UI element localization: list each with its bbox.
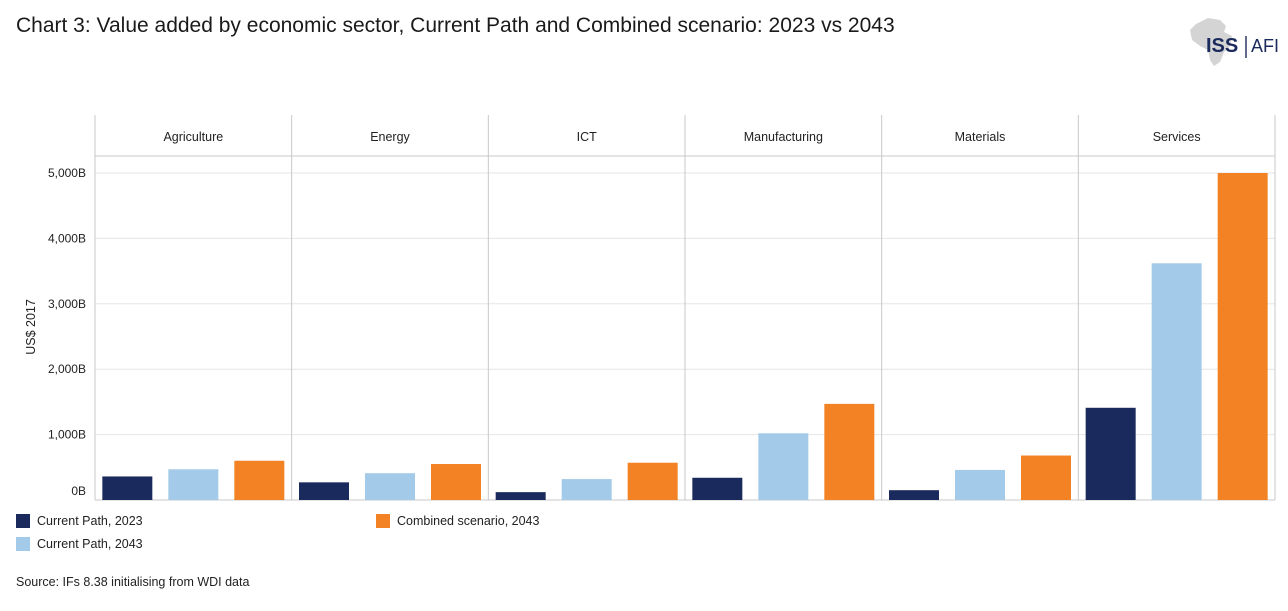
legend-label-current-2023: Current Path, 2023 — [37, 514, 143, 528]
bar-agriculture-series-2 — [234, 460, 285, 500]
bar-services-series-0 — [1085, 407, 1136, 500]
category-header-services: Services — [1153, 130, 1201, 144]
legend-item-current-2043: Current Path, 2043 — [16, 537, 143, 551]
y-tick-label: 1,000B — [48, 428, 86, 442]
y-tick-label: 2,000B — [48, 362, 86, 376]
legend-swatch-current-2043 — [16, 537, 30, 551]
bar-materials-series-0 — [889, 490, 939, 500]
bar-materials-series-2 — [1021, 455, 1071, 500]
legend-item-current-2023: Current Path, 2023 — [16, 514, 143, 528]
legend-swatch-combined-2043 — [376, 514, 390, 528]
bar-manufacturing-series-2 — [824, 403, 875, 500]
bar-services-series-1 — [1151, 263, 1202, 500]
legend-swatch-current-2023 — [16, 514, 30, 528]
category-header-ict: ICT — [577, 130, 598, 144]
bar-services-series-2 — [1217, 173, 1268, 500]
bar-manufacturing-series-0 — [692, 477, 743, 500]
legend-label-combined-2043: Combined scenario, 2043 — [397, 514, 540, 528]
y-axis-label: US$ 2017 — [24, 299, 38, 355]
bar-energy-series-2 — [431, 464, 481, 500]
bar-agriculture-series-1 — [168, 469, 219, 500]
bar-ict-series-1 — [561, 479, 612, 500]
y-tick-label: 5,000B — [48, 166, 86, 180]
chart-title: Chart 3: Value added by economic sector,… — [16, 14, 895, 37]
source-note: Source: IFs 8.38 initialising from WDI d… — [16, 575, 250, 589]
logo-iss-text: ISS — [1206, 35, 1238, 57]
y-tick-label: 0B — [71, 484, 86, 498]
africa-map-icon — [1190, 18, 1232, 66]
category-header-energy: Energy — [370, 130, 410, 144]
y-tick-label: 3,000B — [48, 297, 86, 311]
legend-label-current-2043: Current Path, 2043 — [37, 537, 143, 551]
bar-ict-series-2 — [627, 462, 678, 500]
y-tick-label: 4,000B — [48, 231, 86, 245]
iss-afi-logo: ISS AFI — [1190, 18, 1279, 66]
category-header-manufacturing: Manufacturing — [744, 130, 823, 144]
bar-manufacturing-series-1 — [758, 433, 809, 500]
bar-energy-series-1 — [365, 473, 415, 500]
bar-ict-series-0 — [495, 492, 546, 500]
bar-energy-series-0 — [299, 482, 349, 500]
category-header-materials: Materials — [955, 130, 1006, 144]
logo-afi-text: AFI — [1251, 36, 1279, 56]
category-header-agriculture: Agriculture — [163, 130, 223, 144]
bar-materials-series-1 — [955, 469, 1005, 500]
bar-agriculture-series-0 — [102, 476, 153, 500]
legend-item-combined-2043: Combined scenario, 2043 — [376, 514, 539, 528]
